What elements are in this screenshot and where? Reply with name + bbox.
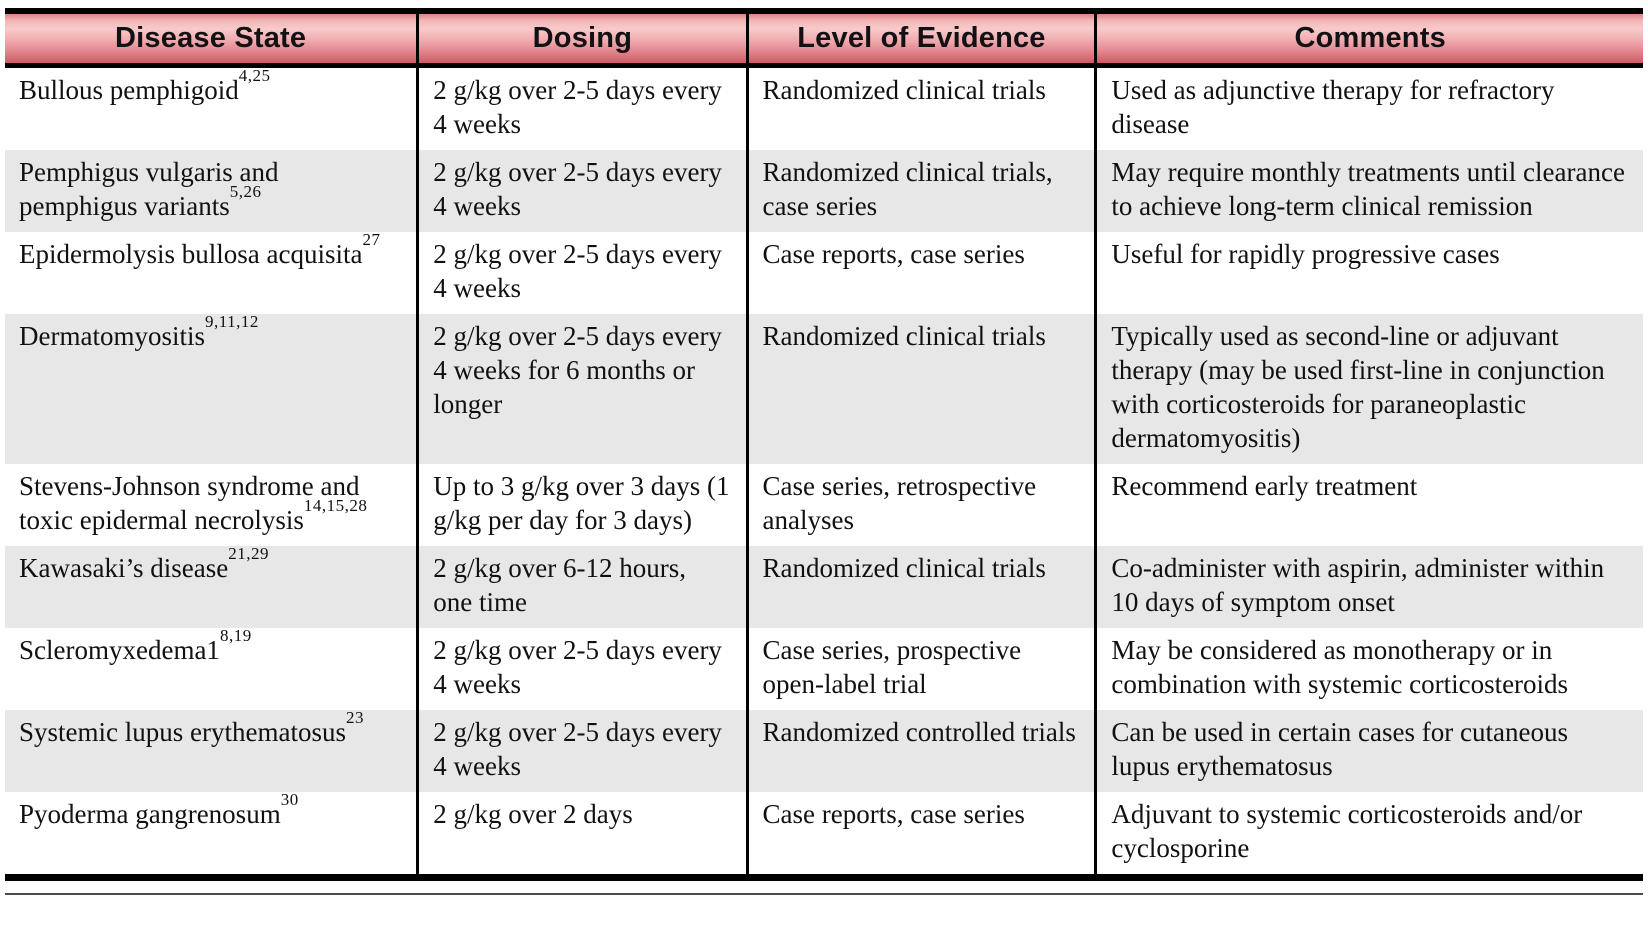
disease-cell: Pyoderma gangrenosum30 xyxy=(5,789,418,878)
dosing-cell: 2 g/kg over 2-5 days every 4 weeks for 6… xyxy=(416,314,747,464)
comments-cell: Used as adjunctive therapy for refractor… xyxy=(1094,65,1643,150)
table-row: Pemphigus vulgaris and pemphigus variant… xyxy=(5,150,1643,232)
dosing-cell: 2 g/kg over 2-5 days every 4 weeks xyxy=(416,628,747,710)
reference-superscript: 14,15,28 xyxy=(303,495,368,515)
evidence-cell: Randomized controlled trials xyxy=(745,710,1096,792)
evidence-cell: Randomized clinical trials, case series xyxy=(745,150,1096,232)
column-header-comments: Comments xyxy=(1094,11,1643,68)
comments-cell: Recommend early treatment xyxy=(1094,464,1643,546)
evidence-cell: Randomized clinical trials xyxy=(745,314,1096,464)
dosing-cell: 2 g/kg over 2-5 days every 4 weeks xyxy=(416,150,747,232)
disease-name: Epidermolysis bullosa acquisita xyxy=(19,239,363,269)
evidence-cell: Case reports, case series xyxy=(745,232,1096,314)
disease-name: Stevens-Johnson syndrome and toxic epide… xyxy=(19,471,360,535)
evidence-cell: Case series, prospective open-label tria… xyxy=(745,628,1096,710)
disease-cell: Pemphigus vulgaris and pemphigus variant… xyxy=(5,150,418,232)
disease-cell: Dermatomyositis9,11,12 xyxy=(5,311,418,464)
dosing-cell: Up to 3 g/kg over 3 days (1 g/kg per day… xyxy=(416,464,747,546)
table-row: Stevens-Johnson syndrome and toxic epide… xyxy=(5,464,1643,546)
column-header-dosing: Dosing xyxy=(416,11,747,68)
reference-superscript: 21,29 xyxy=(228,543,269,563)
comments-cell: May require monthly treatments until cle… xyxy=(1094,150,1643,232)
table-row: Scleromyxedema18,19 2 g/kg over 2-5 days… xyxy=(5,625,1643,710)
comments-cell: Can be used in certain cases for cutaneo… xyxy=(1094,710,1643,792)
dosing-cell: 2 g/kg over 2-5 days every 4 weeks xyxy=(416,710,747,792)
table-row: Bullous pemphigoid4,25 2 g/kg over 2-5 d… xyxy=(5,65,1643,151)
disease-name: Kawasaki’s disease xyxy=(19,553,229,583)
disease-cell: Stevens-Johnson syndrome and toxic epide… xyxy=(5,464,418,546)
comments-cell: Typically used as second-line or adjuvan… xyxy=(1094,314,1643,464)
reference-superscript: 8,19 xyxy=(219,625,252,645)
comments-cell: Co-administer with aspirin, administer w… xyxy=(1094,546,1643,628)
evidence-cell: Case reports, case series xyxy=(745,792,1096,878)
table-row: Pyoderma gangrenosum30 2 g/kg over 2 day… xyxy=(5,789,1643,878)
disease-dosing-evidence-table: Disease State Dosing Level of Evidence C… xyxy=(5,8,1643,881)
evidence-cell: Case series, retrospective analyses xyxy=(745,464,1096,546)
comments-cell: Useful for rapidly progressive cases xyxy=(1094,232,1643,314)
disease-cell: Scleromyxedema18,19 xyxy=(5,625,418,710)
table-row: Kawasaki’s disease21,29 2 g/kg over 6-12… xyxy=(5,543,1643,628)
evidence-cell: Randomized clinical trials xyxy=(745,546,1096,628)
table-row: Epidermolysis bullosa acquisita27 2 g/kg… xyxy=(5,229,1643,314)
dosing-cell: 2 g/kg over 2-5 days every 4 weeks xyxy=(416,65,747,150)
table-row: Dermatomyositis9,11,12 2 g/kg over 2-5 d… xyxy=(5,311,1643,464)
dosing-cell: 2 g/kg over 2 days xyxy=(416,792,747,878)
header-row: Disease State Dosing Level of Evidence C… xyxy=(5,11,1643,68)
disease-cell: Epidermolysis bullosa acquisita27 xyxy=(5,229,418,314)
disease-name: Systemic lupus erythematosus xyxy=(19,717,346,747)
disease-cell: Systemic lupus erythematosus23 xyxy=(5,707,418,792)
reference-superscript: 5,26 xyxy=(229,181,262,201)
column-header-level-of-evidence: Level of Evidence xyxy=(745,11,1096,68)
dosing-cell: 2 g/kg over 6-12 hours, one time xyxy=(416,546,747,628)
reference-superscript: 4,25 xyxy=(238,65,271,85)
table-row: Systemic lupus erythematosus23 2 g/kg ov… xyxy=(5,707,1643,792)
reference-superscript: 9,11,12 xyxy=(204,311,259,331)
disease-name: Bullous pemphigoid xyxy=(19,75,239,105)
reference-superscript: 30 xyxy=(280,789,299,809)
disease-cell: Kawasaki’s disease21,29 xyxy=(5,543,418,628)
disease-name: Dermatomyositis xyxy=(19,321,205,351)
evidence-cell: Randomized clinical trials xyxy=(745,65,1096,150)
dosing-cell: 2 g/kg over 2-5 days every 4 weeks xyxy=(416,232,747,314)
disease-cell: Bullous pemphigoid4,25 xyxy=(5,66,418,151)
column-header-disease-state: Disease State xyxy=(5,11,418,68)
bottom-divider xyxy=(5,893,1643,895)
reference-superscript: 23 xyxy=(345,707,364,727)
disease-name: Pemphigus vulgaris and pemphigus variant… xyxy=(19,157,279,221)
disease-name: Scleromyxedema1 xyxy=(19,635,220,665)
comments-cell: May be considered as monotherapy or in c… xyxy=(1094,628,1643,710)
reference-superscript: 27 xyxy=(362,229,381,249)
comments-cell: Adjuvant to systemic corticosteroids and… xyxy=(1094,792,1643,878)
disease-name: Pyoderma gangrenosum xyxy=(19,799,281,829)
